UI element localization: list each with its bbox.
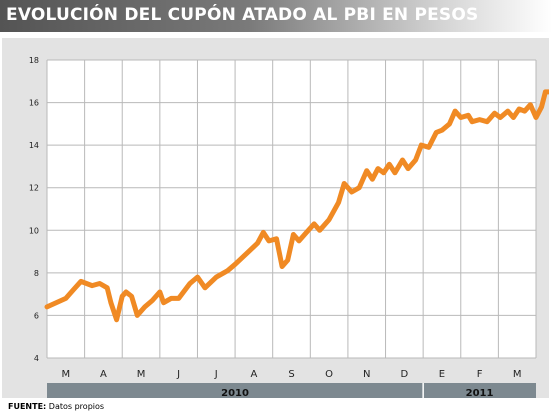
x-tick-label: J [176,369,180,380]
x-tick-label: O [325,369,333,380]
gridlines [46,59,537,359]
year-label: 2010 [221,388,249,398]
y-axis-ticks: 4 6 8 10 12 14 16 18 [29,56,39,363]
y-tick-label: 18 [29,56,39,65]
year-band: 2010 2011 [47,383,536,398]
source-text: Datos propios [48,402,105,411]
x-tick-label: D [400,369,408,380]
title-bar: EVOLUCIÓN DEL CUPÓN ATADO AL PBI EN PESO… [0,0,552,32]
source-note: FUENTE: Datos propios [8,402,104,411]
x-tick-label: N [363,369,370,380]
y-tick-label: 6 [34,311,39,320]
x-tick-label: S [288,369,294,380]
year-label: 2011 [466,388,494,398]
x-tick-label: A [250,369,257,380]
x-tick-label: E [439,369,445,380]
x-tick-label: M [513,369,522,380]
y-tick-label: 12 [29,184,39,193]
x-tick-label: J [214,369,218,380]
series-line [44,89,549,323]
y-tick-label: 8 [34,269,39,278]
chart-panel: 4 6 8 10 12 14 16 18 M A M J J A S O N D E F M 2010 2011 [2,38,549,398]
x-tick-label: M [61,369,70,380]
x-tick-label: A [100,369,107,380]
y-tick-label: 4 [34,354,39,363]
x-tick-label: F [477,369,483,380]
y-tick-label: 16 [29,99,39,108]
x-tick-label: M [137,369,146,380]
source-label: FUENTE: [8,402,47,411]
year-band-segment [423,383,536,398]
chart-title: EVOLUCIÓN DEL CUPÓN ATADO AL PBI EN PESO… [6,5,479,25]
line-chart: 4 6 8 10 12 14 16 18 M A M J J A S O N D E F M 2010 2011 [29,56,549,398]
y-tick-label: 10 [29,226,39,235]
year-band-segment [47,383,424,398]
y-tick-label: 14 [29,141,39,150]
